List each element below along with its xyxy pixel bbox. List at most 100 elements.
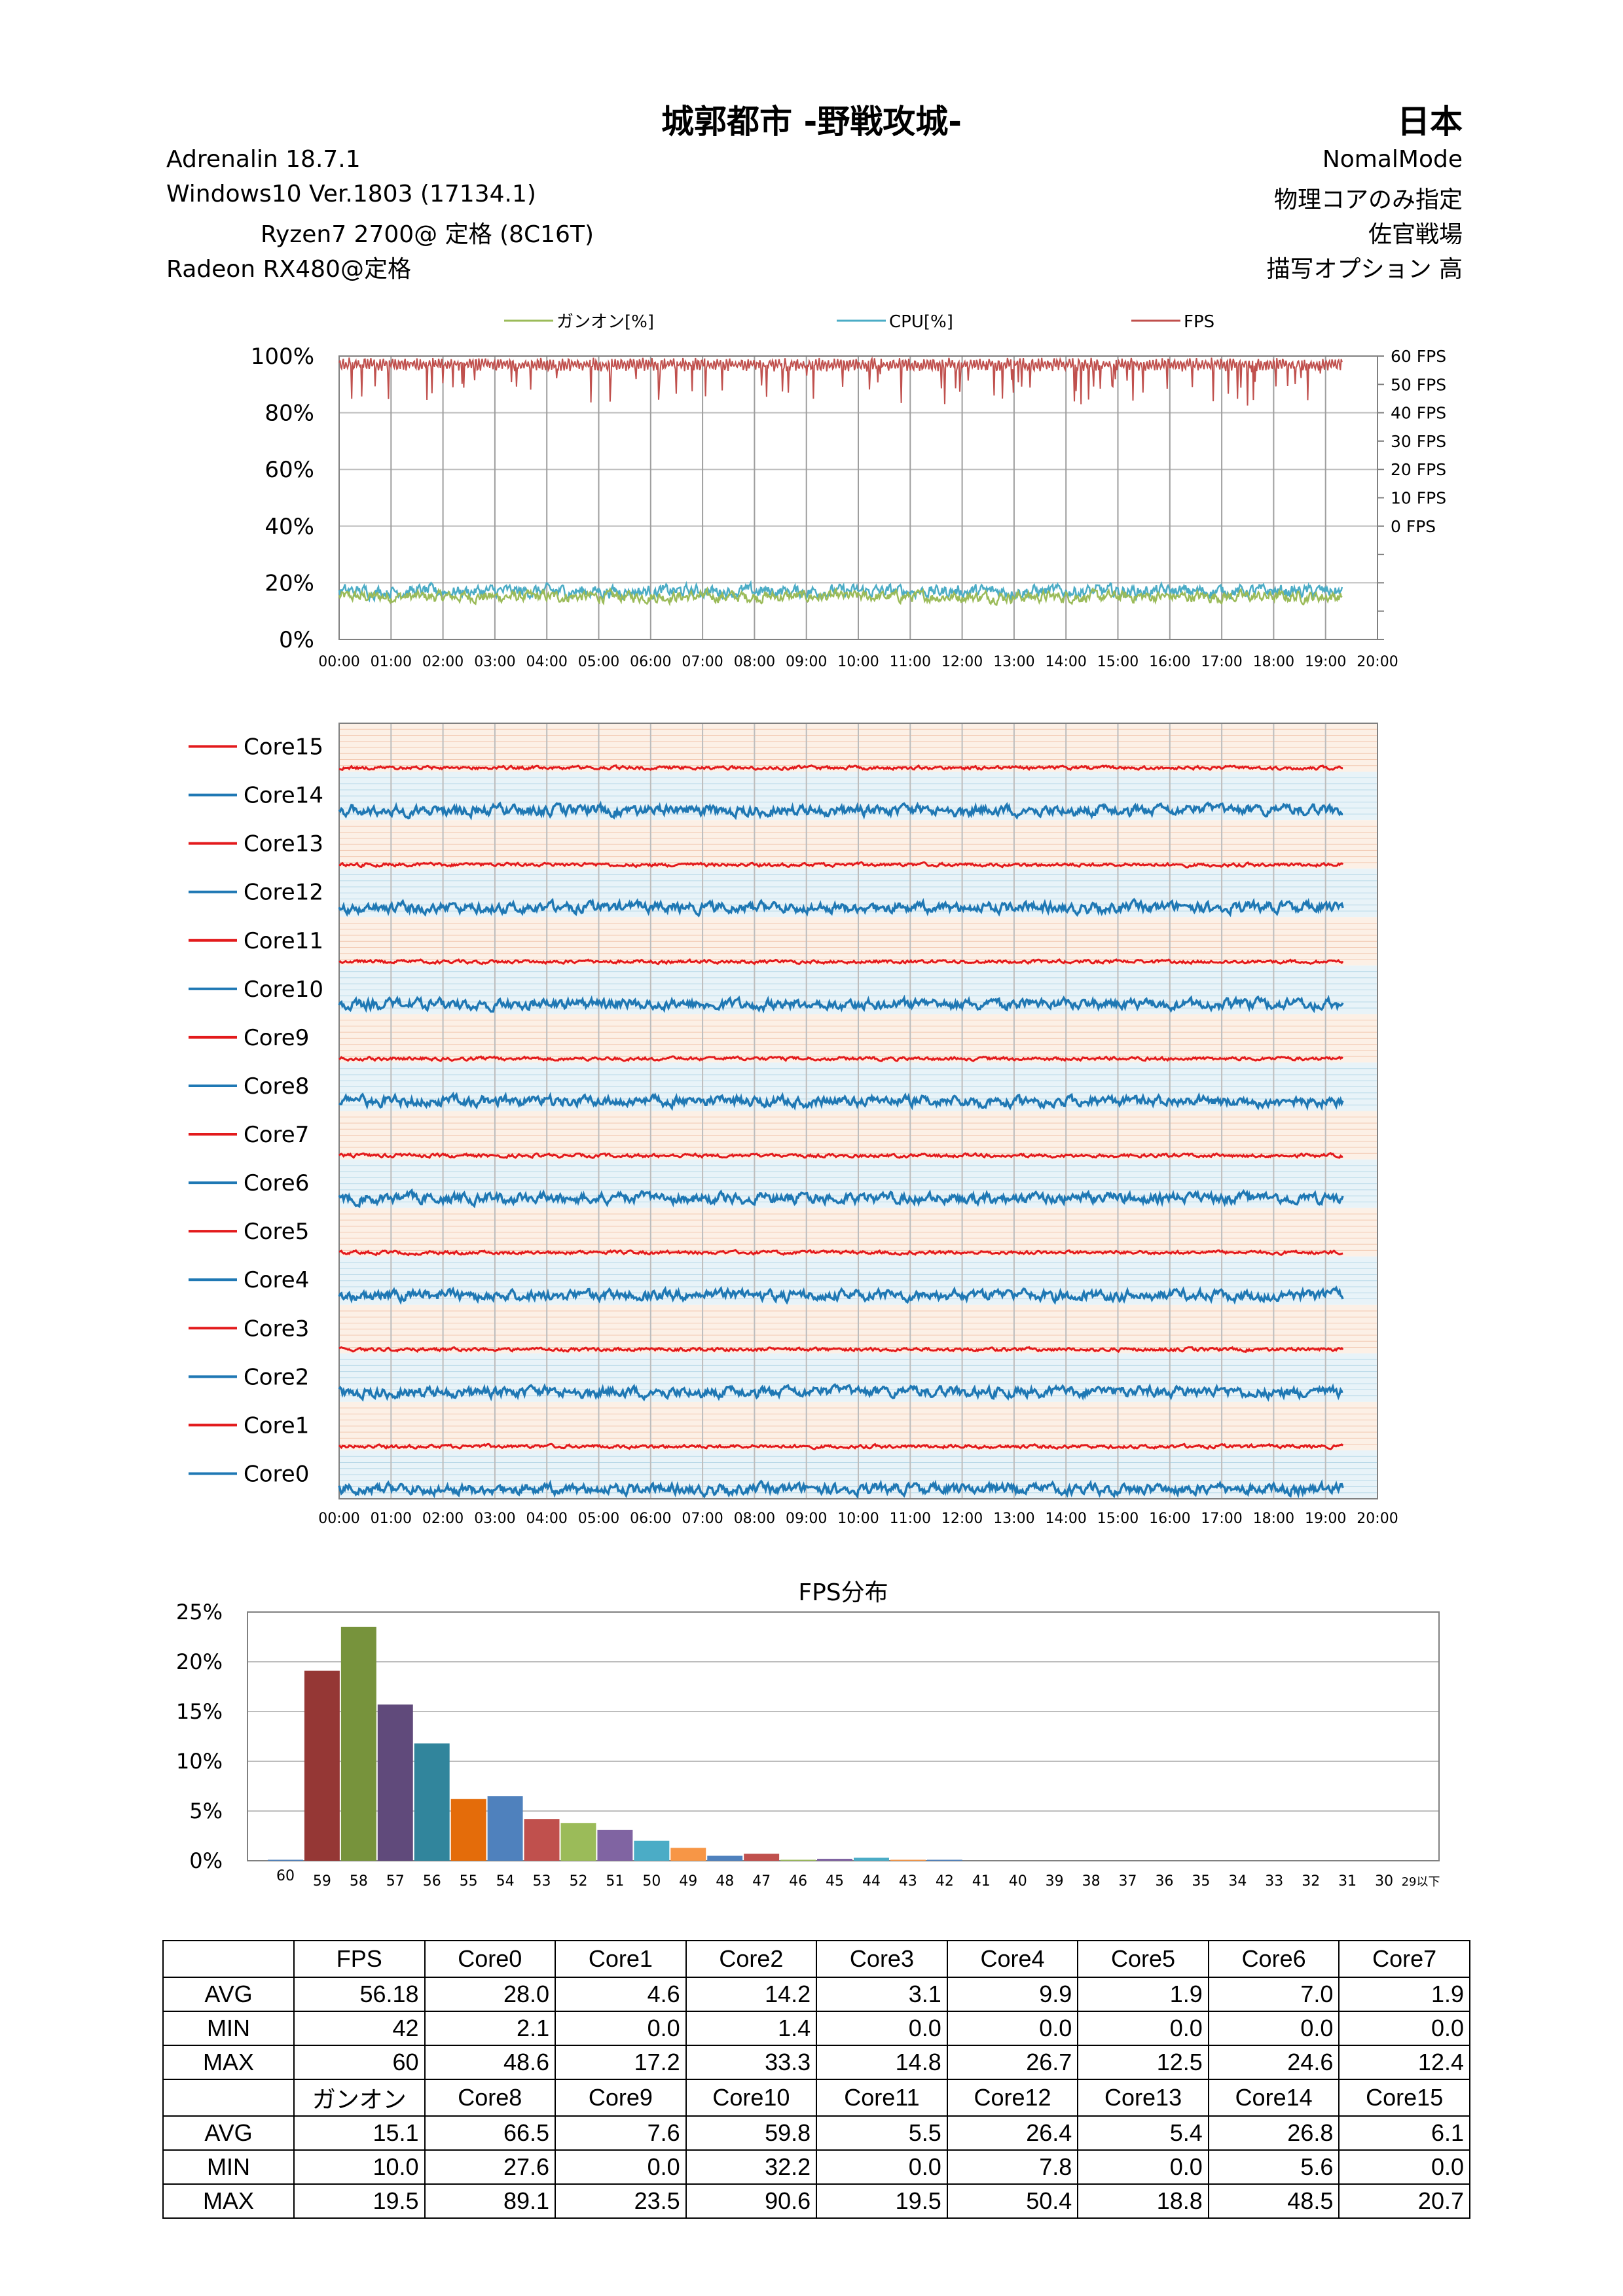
table-col-header: Core12 <box>946 2079 1079 2117</box>
x-tick-label: 16:00 <box>1149 654 1190 670</box>
x-tick-label: 45 <box>826 1873 844 1890</box>
fps-bar-42 <box>926 1859 962 1861</box>
x-tick-label: 20:00 <box>1357 1511 1398 1527</box>
core-legend-label: Core4 <box>244 1267 309 1293</box>
table-col-header: Core6 <box>1207 1940 1340 1978</box>
fps-bar-55 <box>450 1799 486 1861</box>
y-tick-label: 40% <box>264 514 314 540</box>
table-cell: 5.6 <box>1207 2149 1340 2185</box>
y2-tick-label: 10 FPS <box>1391 489 1446 508</box>
x-tick-label: 55 <box>460 1873 478 1890</box>
core-series-core14 <box>338 800 1343 821</box>
x-tick-label: 56 <box>423 1873 441 1890</box>
x-tick-label: 34 <box>1228 1873 1247 1890</box>
table-col-header: Core3 <box>816 1940 948 1978</box>
core-legend-label: Core0 <box>244 1461 309 1487</box>
fps-bar-52 <box>560 1823 596 1861</box>
table-cell: 7.6 <box>555 2115 687 2151</box>
table-cell: 3.1 <box>816 1977 948 2012</box>
table-row-header: AVG <box>162 1977 295 2012</box>
core-legend-label: Core3 <box>244 1316 309 1342</box>
table-cell: 0.0 <box>555 2149 687 2185</box>
table-cell: 26.8 <box>1207 2115 1340 2151</box>
usage-fps-chart: ガンオン[%] CPU[%] FPS 00:00 01:00 02:00 03:00 04:0… <box>251 312 1446 670</box>
x-tick-label: 03:00 <box>474 1511 515 1527</box>
table-row: MAX 19.5 89.1 23.5 90.6 19.5 50.4 18.8 48.5 20.7 <box>162 2183 1470 2219</box>
x-tick-label: 43 <box>899 1873 917 1890</box>
gunon-series <box>338 586 1343 607</box>
table-cell: 7.0 <box>1207 1977 1340 2012</box>
x-tick-label: 04:00 <box>526 654 567 670</box>
core-series-core0 <box>338 1479 1344 1499</box>
core-legend-label: Core6 <box>244 1170 309 1196</box>
x-tick-label: 16:00 <box>1149 1511 1190 1527</box>
table-cell: 0.0 <box>1338 2149 1470 2185</box>
x-tick-label: 18:00 <box>1253 1511 1294 1527</box>
region-label: 日本 <box>1397 103 1463 141</box>
table-cell: 1.9 <box>1338 1977 1470 2012</box>
x-tick-label: 36 <box>1155 1873 1173 1890</box>
table-cell: 1.4 <box>685 2011 818 2046</box>
table-cell: 12.5 <box>1077 2045 1209 2080</box>
y2-tick-label: 60 FPS <box>1391 347 1446 366</box>
table-cell: 0.0 <box>1338 2011 1470 2046</box>
table-cell: 66.5 <box>424 2115 556 2151</box>
table-cell: 0.0 <box>1077 2011 1209 2046</box>
table-cell: 60 <box>293 2045 426 2080</box>
y-tick-label: 60% <box>264 457 314 483</box>
core-legend-label: Core8 <box>244 1073 309 1100</box>
table-col-header: Core7 <box>1338 1940 1470 1978</box>
x-tick-label: 37 <box>1119 1873 1137 1890</box>
table-cell: 15.1 <box>293 2115 426 2151</box>
x-tick-label: 15:00 <box>1097 654 1139 670</box>
core-legend-label: Core5 <box>244 1219 309 1245</box>
x-tick-label: 12:00 <box>941 654 983 670</box>
x-tick-label: 60 <box>276 1868 295 1884</box>
x-tick-label: 02:00 <box>422 1511 464 1527</box>
x-tick-label: 17:00 <box>1201 1511 1242 1527</box>
y-tick-label: 20% <box>176 1649 223 1674</box>
core-series-core11 <box>338 958 1344 965</box>
y-tick-label: 0% <box>189 1848 223 1873</box>
plot-border <box>338 723 1378 1499</box>
table-cell: 0.0 <box>946 2011 1079 2046</box>
x-tick-label: 15:00 <box>1097 1511 1139 1527</box>
table-col-header: FPS <box>293 1940 426 1978</box>
table-cell: 59.8 <box>685 2115 818 2151</box>
core-usage-chart: 00:00 01:00 02:00 03:00 04:00 05:00 06:00 07:00… <box>189 723 1398 1527</box>
x-tick-label: 53 <box>533 1873 551 1890</box>
core-legend-label: Core12 <box>244 880 323 906</box>
stats-table: FPS Core0 Core1 Core2 Core3 Core4 Core5 Core6 Co… <box>162 1940 1470 2219</box>
core-series-core10 <box>338 994 1344 1014</box>
table-cell: 23.5 <box>555 2183 687 2219</box>
x-tick-label: 18:00 <box>1253 654 1294 670</box>
table-col-header: Core0 <box>424 1940 556 1978</box>
table-cell: 14.8 <box>816 2045 948 2080</box>
x-tick-label: 50 <box>642 1873 661 1890</box>
core-series-core8 <box>338 1091 1344 1111</box>
core-legend-label: Core13 <box>244 831 323 857</box>
table-cell: 12.4 <box>1338 2045 1470 2080</box>
x-tick-label: 01:00 <box>371 1511 412 1527</box>
fps-bar-51 <box>597 1829 633 1861</box>
y-tick-label: 25% <box>176 1600 223 1624</box>
table-row: MIN 42 2.1 0.0 1.4 0.0 0.0 0.0 0.0 0.0 <box>162 2011 1470 2046</box>
x-tick-label: 32 <box>1302 1873 1320 1890</box>
table-cell: 33.3 <box>685 2045 818 2080</box>
table-cell: 7.8 <box>946 2149 1079 2185</box>
table-cell: 26.4 <box>946 2115 1079 2151</box>
x-tick-label: 06:00 <box>630 1511 671 1527</box>
fps-bar-57 <box>377 1704 413 1861</box>
table-col-header: Core4 <box>946 1940 1079 1978</box>
x-tick-label: 52 <box>569 1873 587 1890</box>
fps-bar-49 <box>670 1848 706 1861</box>
x-tick-label: 13:00 <box>993 654 1034 670</box>
x-tick-label: 08:00 <box>734 1511 775 1527</box>
table-cell: 19.5 <box>293 2183 426 2219</box>
table-cell: 48.6 <box>424 2045 556 2080</box>
x-tick-label: 05:00 <box>578 1511 619 1527</box>
x-tick-label: 49 <box>679 1873 697 1890</box>
fps-bar-43 <box>890 1859 926 1861</box>
x-tick-label: 00:00 <box>318 1511 359 1527</box>
cpu-info: Ryzen7 2700@ 定格 (8C16T) <box>261 221 594 248</box>
